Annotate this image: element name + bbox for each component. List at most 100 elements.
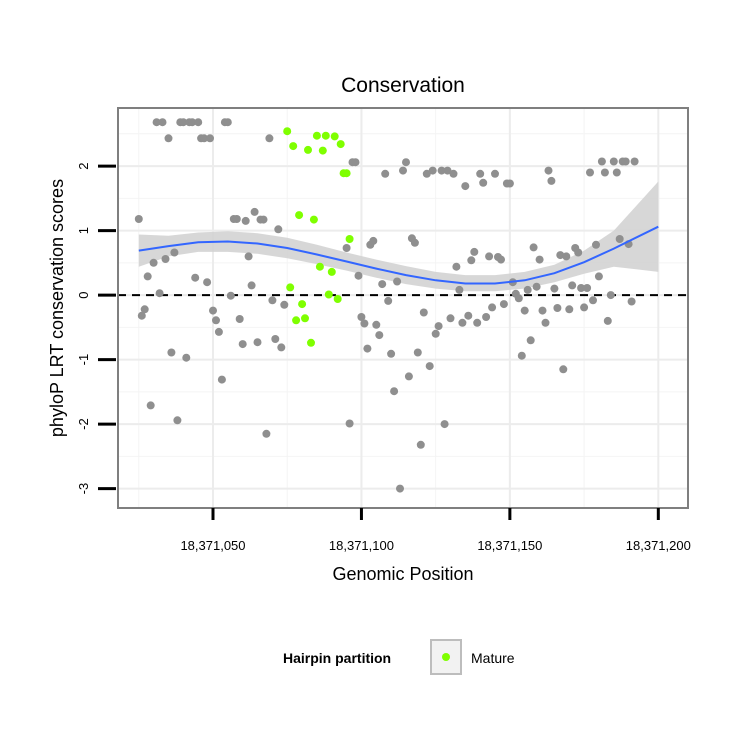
data-point [378,280,387,289]
data-point [137,311,146,320]
y-tick-label: 2 [76,162,91,169]
data-point [497,255,505,264]
data-point [550,284,559,293]
data-point [247,281,256,290]
data-point [226,291,235,300]
data-point [606,291,615,300]
data-point-mature [292,316,301,325]
data-point [440,420,449,429]
data-point [143,272,152,281]
data-point [594,272,603,281]
data-point [482,313,491,321]
data-point [152,118,161,127]
data-point [241,216,250,225]
data-point [547,176,556,185]
data-point [523,285,532,294]
data-point-mature [330,132,339,141]
data-point [194,118,203,127]
axes-layer: 18,371,050 18,371,100 18,371,150 18,371,200… [76,107,691,553]
data-point [140,305,149,314]
data-point [280,300,289,309]
data-point [271,335,280,343]
smooth-line [138,225,659,285]
data-point [485,252,494,261]
data-point [393,277,402,286]
x-tick-label: 18,371,050 [180,538,245,553]
data-point [600,168,609,177]
confidence-band-layer [138,181,659,292]
data-point-mature [298,300,307,309]
data-point [455,285,464,294]
data-point [390,387,399,396]
data-point [630,157,639,166]
y-tick-label: 1 [76,227,91,234]
data-point [446,314,455,323]
data-point [464,311,473,320]
data-point [553,304,562,312]
legend-title: Hairpin partition [283,650,391,666]
data-point [262,429,271,438]
data-point [155,289,164,298]
data-point-mature [289,142,298,151]
data-point-mature [301,314,309,323]
data-point [562,252,571,261]
points-layer [134,118,639,493]
data-point [597,157,606,166]
data-point [461,182,470,191]
data-point [499,300,508,309]
data-point [514,294,523,303]
data-point [586,168,594,177]
data-point [559,365,568,374]
data-point [232,215,241,223]
data-point [612,168,621,177]
data-point [615,235,624,243]
data-point [167,348,176,357]
data-point [214,327,223,336]
data-point [470,247,479,256]
data-point [191,273,200,282]
data-point [535,255,544,264]
x-tick-label: 18,371,150 [477,538,542,553]
data-point-mature [345,235,354,243]
data-point [449,169,458,178]
smooth-line-layer [138,225,659,285]
data-point [381,169,390,178]
data-point [404,372,413,381]
data-point [491,169,499,178]
data-point [431,329,440,338]
data-point [244,252,253,261]
data-point [577,284,586,292]
data-point [363,344,372,353]
data-point [413,348,422,357]
data-point [173,416,182,425]
data-point-mature [307,338,315,347]
data-point [345,419,354,428]
data-point [182,353,191,362]
data-point [369,236,378,245]
data-point [179,118,188,127]
chart-title: Conservation [341,74,465,97]
data-point [235,315,244,323]
data-point [556,251,565,260]
confidence-band [138,181,659,292]
x-tick-label: 18,371,100 [329,538,394,553]
data-point [544,166,553,175]
data-point [473,318,482,327]
data-point-mature [324,290,333,299]
data-point [372,320,381,329]
data-point [443,166,452,175]
data-point [402,158,410,167]
data-point [164,134,173,143]
y-tick-label: -3 [76,483,91,495]
data-point [428,166,437,175]
data-point-mature [318,146,327,155]
data-point [146,401,155,410]
data-point-mature [312,131,321,140]
data-point [425,362,434,371]
data-point [342,244,351,252]
data-point [520,306,529,315]
data-point [209,306,217,315]
x-tick-label: 18,371,200 [626,538,691,553]
data-point [212,316,220,325]
